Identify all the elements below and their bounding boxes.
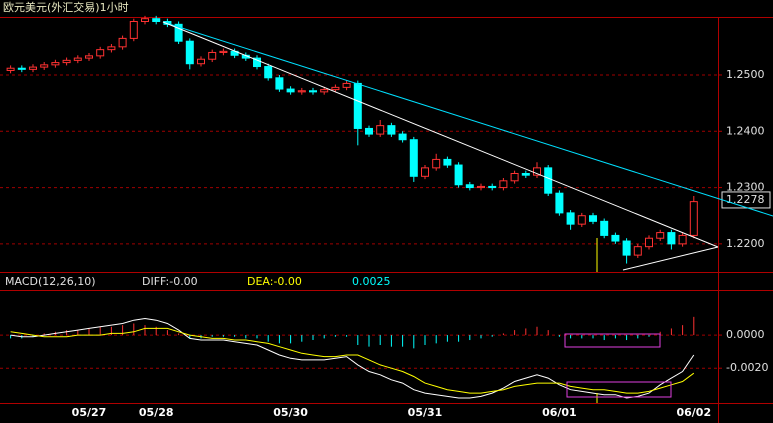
- candle-body: [533, 167, 541, 176]
- legend-dea: DEA:-0.00: [247, 275, 302, 288]
- trend-line: [622, 246, 719, 271]
- candle-body: [622, 240, 631, 256]
- candle-body: [6, 67, 15, 71]
- candle-body: [342, 82, 351, 88]
- indicator-title: MACD(12,26,10): [5, 275, 96, 288]
- candle-body: [40, 64, 49, 68]
- candle-body: [454, 164, 463, 186]
- candle-body: [208, 51, 217, 60]
- candle-body: [432, 158, 441, 169]
- candle-body: [297, 90, 306, 93]
- candle-body: [633, 246, 642, 256]
- candle-body: [253, 57, 261, 68]
- candle-body: [477, 185, 485, 189]
- candle-body: [678, 234, 687, 245]
- x-tick-label: 05/30: [273, 406, 308, 419]
- x-tick-label: 05/31: [408, 406, 443, 419]
- candle-body: [566, 212, 575, 225]
- candle-body: [309, 90, 317, 93]
- candle-body: [96, 49, 105, 57]
- candle-body: [510, 172, 519, 182]
- candle-body: [611, 234, 620, 242]
- candle-body: [365, 127, 373, 135]
- candle-body: [645, 237, 653, 248]
- trend-line: [162, 21, 719, 248]
- candle-body: [129, 21, 138, 39]
- candle-body: [376, 125, 385, 135]
- candle-body: [17, 67, 26, 70]
- candle-body: [689, 201, 698, 236]
- candle-body: [320, 89, 329, 93]
- candle-body: [141, 18, 149, 23]
- candle-body: [219, 50, 228, 53]
- trend-line: [162, 21, 773, 217]
- indicator-line: [10, 317, 695, 399]
- candle-body: [152, 18, 161, 23]
- candle-body: [421, 167, 429, 177]
- candle-body: [29, 66, 37, 70]
- candle-body: [353, 82, 362, 129]
- marks: 1.2200 1.2300 1.2400 1.2500 1.2278 -0.0020 0.0…: [0, 15, 771, 419]
- candle-body: [185, 40, 194, 65]
- candle-body: [62, 59, 71, 64]
- y-tick-label: 1.2500: [726, 68, 765, 81]
- candle-body: [499, 180, 508, 189]
- candle-body: [600, 220, 609, 236]
- candle-body: [465, 184, 474, 189]
- macd-readout: 0.0025: [352, 275, 391, 288]
- legend-diff: DIFF:-0.00: [142, 275, 198, 288]
- candle-body: [409, 139, 418, 177]
- candle-body: [197, 58, 205, 65]
- y-tick-label: 1.2200: [726, 237, 765, 250]
- candle-body: [656, 232, 665, 239]
- candle-body: [118, 37, 127, 48]
- highlight-box: [564, 333, 661, 348]
- candle-body: [73, 57, 82, 61]
- y-tick-label: 1.2400: [726, 124, 765, 137]
- last-price-label: 1.2278: [726, 193, 765, 206]
- candle-body: [51, 62, 60, 66]
- x-tick-label: 05/27: [72, 406, 107, 419]
- candle-body: [85, 55, 93, 59]
- candle-body: [331, 86, 340, 91]
- candle-body: [577, 215, 586, 225]
- candle-body: [387, 125, 396, 135]
- y-tick-label: -0.0020: [726, 361, 768, 374]
- x-tick-label: 06/01: [542, 406, 577, 419]
- candle-body: [107, 46, 116, 51]
- candle-body: [667, 232, 676, 245]
- candle-body: [264, 66, 273, 79]
- candle-body: [488, 185, 497, 189]
- highlight-box: [566, 381, 672, 398]
- chart-title: 欧元美元(外汇交易)1小时: [3, 0, 129, 14]
- candle-body: [589, 215, 597, 222]
- candle-body: [275, 77, 284, 90]
- candle-body: [521, 172, 530, 176]
- y-tick-label: 1.2300: [726, 181, 765, 194]
- candle-body: [286, 88, 295, 93]
- indicator-line: [10, 327, 695, 394]
- candle-body: [555, 192, 564, 214]
- x-tick-label: 05/28: [139, 406, 174, 419]
- candle-body: [398, 133, 407, 141]
- candle-body: [174, 23, 183, 42]
- y-tick-label: 0.0000: [726, 328, 765, 341]
- candle-body: [443, 158, 452, 166]
- candle-body: [544, 167, 553, 194]
- x-tick-label: 06/02: [676, 406, 711, 419]
